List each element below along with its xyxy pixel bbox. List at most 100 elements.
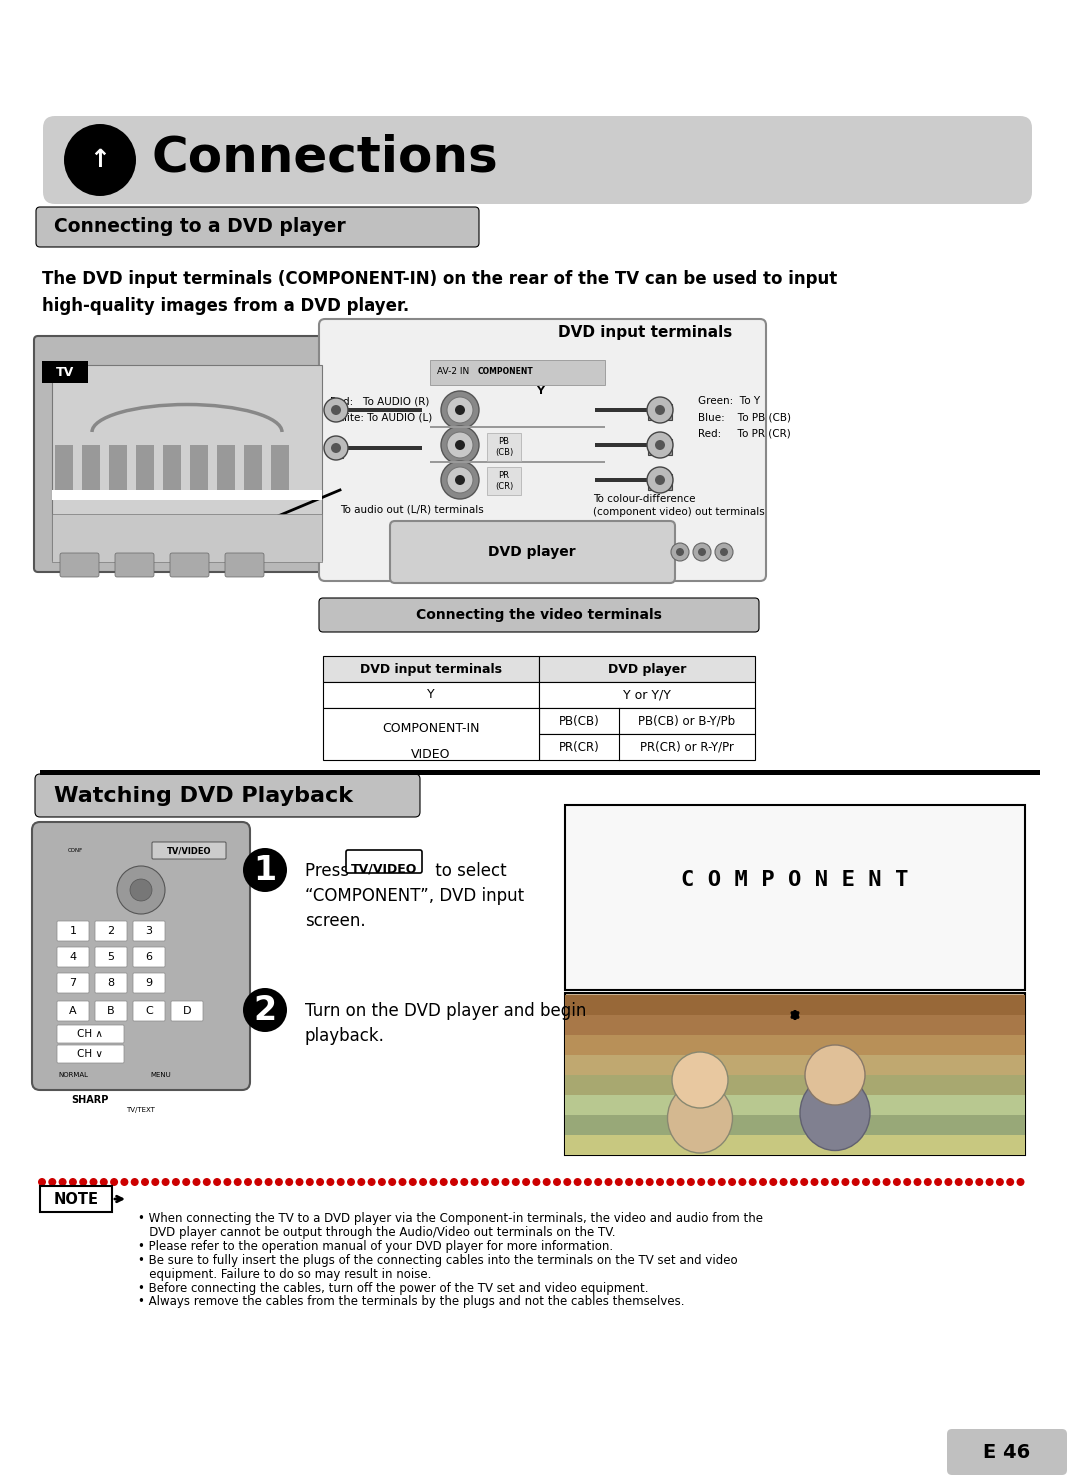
Circle shape — [647, 397, 673, 423]
FancyBboxPatch shape — [133, 1001, 165, 1020]
FancyBboxPatch shape — [133, 973, 165, 994]
Text: C O M P O N E N T: C O M P O N E N T — [681, 871, 908, 890]
FancyBboxPatch shape — [35, 774, 420, 817]
FancyBboxPatch shape — [95, 921, 127, 942]
Text: “COMPONENT”, DVD input: “COMPONENT”, DVD input — [305, 887, 524, 905]
Circle shape — [430, 1178, 437, 1186]
Circle shape — [58, 1178, 67, 1186]
Text: The DVD input terminals (COMPONENT-IN) on the rear of the TV can be used to inpu: The DVD input terminals (COMPONENT-IN) o… — [42, 270, 837, 288]
Text: 1: 1 — [254, 854, 276, 887]
FancyBboxPatch shape — [333, 403, 343, 420]
Circle shape — [769, 1178, 778, 1186]
Circle shape — [330, 443, 341, 452]
Circle shape — [243, 848, 287, 891]
FancyBboxPatch shape — [487, 467, 521, 495]
Circle shape — [330, 405, 341, 415]
Circle shape — [285, 1178, 293, 1186]
Circle shape — [605, 1178, 612, 1186]
Ellipse shape — [667, 1083, 732, 1152]
Text: Red:     To PR (CR): Red: To PR (CR) — [698, 429, 791, 437]
Text: COMPONENT: COMPONENT — [478, 368, 534, 377]
Text: Connecting to a DVD player: Connecting to a DVD player — [54, 218, 346, 236]
Text: playback.: playback. — [305, 1028, 384, 1046]
Circle shape — [254, 1178, 262, 1186]
Circle shape — [594, 1178, 603, 1186]
Circle shape — [275, 1178, 283, 1186]
Text: 2: 2 — [254, 994, 276, 1026]
FancyBboxPatch shape — [271, 445, 289, 497]
Text: TV/TEXT: TV/TEXT — [125, 1106, 154, 1114]
Text: Red:   To AUDIO (R): Red: To AUDIO (R) — [330, 396, 430, 406]
FancyBboxPatch shape — [319, 319, 766, 581]
Circle shape — [337, 1178, 345, 1186]
FancyBboxPatch shape — [565, 805, 1025, 991]
Text: 3: 3 — [146, 925, 152, 936]
Circle shape — [914, 1178, 921, 1186]
Circle shape — [789, 1178, 798, 1186]
Circle shape — [635, 1178, 644, 1186]
Circle shape — [306, 1178, 314, 1186]
Circle shape — [800, 1178, 808, 1186]
Ellipse shape — [800, 1075, 870, 1151]
Circle shape — [718, 1178, 726, 1186]
Text: COMPONENT-IN: COMPONENT-IN — [382, 722, 480, 734]
FancyBboxPatch shape — [52, 489, 322, 500]
Text: PB(CB): PB(CB) — [558, 715, 599, 728]
FancyBboxPatch shape — [565, 1075, 1025, 1094]
Circle shape — [615, 1178, 623, 1186]
Circle shape — [367, 1178, 376, 1186]
Text: Y or Y/Y: Y or Y/Y — [623, 688, 671, 701]
FancyBboxPatch shape — [565, 1094, 1025, 1115]
FancyBboxPatch shape — [57, 948, 89, 967]
Text: White: To AUDIO (L): White: To AUDIO (L) — [330, 412, 432, 423]
Circle shape — [975, 1178, 983, 1186]
Circle shape — [882, 1178, 891, 1186]
Circle shape — [687, 1178, 694, 1186]
Circle shape — [671, 543, 689, 561]
Text: 2: 2 — [107, 925, 114, 936]
Circle shape — [707, 1178, 715, 1186]
Text: PR(CR) or R-Y/Pr: PR(CR) or R-Y/Pr — [640, 740, 734, 753]
FancyBboxPatch shape — [595, 443, 650, 446]
FancyBboxPatch shape — [95, 1001, 127, 1020]
Circle shape — [573, 1178, 582, 1186]
Circle shape — [693, 543, 711, 561]
FancyBboxPatch shape — [36, 208, 480, 248]
Circle shape — [162, 1178, 170, 1186]
Circle shape — [172, 1178, 180, 1186]
Text: A: A — [69, 1005, 77, 1016]
Text: TV/VIDEO: TV/VIDEO — [157, 848, 184, 853]
FancyBboxPatch shape — [323, 682, 539, 707]
Circle shape — [326, 1178, 335, 1186]
Circle shape — [324, 397, 348, 423]
Text: DVD input terminals: DVD input terminals — [360, 663, 502, 675]
FancyBboxPatch shape — [40, 770, 1040, 776]
FancyBboxPatch shape — [333, 442, 343, 458]
Text: 7: 7 — [69, 977, 77, 988]
FancyBboxPatch shape — [430, 360, 605, 386]
Circle shape — [923, 1178, 932, 1186]
Text: NORMAL: NORMAL — [58, 1072, 87, 1078]
Text: equipment. Failure to do so may result in noise.: equipment. Failure to do so may result i… — [138, 1268, 431, 1281]
Circle shape — [1016, 1178, 1025, 1186]
FancyBboxPatch shape — [57, 921, 89, 942]
Text: DVD player: DVD player — [488, 544, 576, 559]
FancyBboxPatch shape — [171, 1001, 203, 1020]
FancyBboxPatch shape — [390, 521, 675, 583]
Circle shape — [224, 1178, 231, 1186]
Circle shape — [441, 392, 480, 429]
Text: B: B — [107, 1005, 114, 1016]
Text: C: C — [145, 1005, 153, 1016]
Circle shape — [625, 1178, 633, 1186]
FancyBboxPatch shape — [57, 1046, 124, 1063]
Circle shape — [455, 475, 465, 485]
Circle shape — [471, 1178, 478, 1186]
Circle shape — [419, 1178, 427, 1186]
Circle shape — [873, 1178, 880, 1186]
Circle shape — [491, 1178, 499, 1186]
FancyBboxPatch shape — [136, 445, 154, 497]
Text: To colour-difference: To colour-difference — [593, 494, 696, 504]
Text: VIDEO: VIDEO — [411, 747, 450, 761]
Circle shape — [646, 1178, 653, 1186]
Text: (component video) out terminals: (component video) out terminals — [593, 507, 765, 518]
